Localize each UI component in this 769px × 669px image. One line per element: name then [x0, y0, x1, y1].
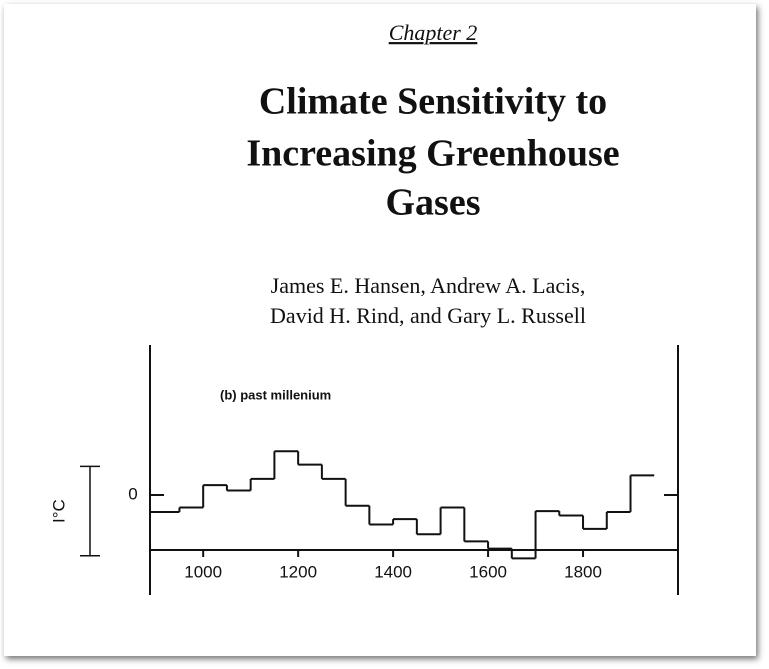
x-tick-label: 1600: [469, 562, 507, 581]
x-tick-label: 1200: [279, 562, 317, 581]
author-line: James E. Hansen, Andrew A. Lacis,: [271, 273, 586, 298]
x-tick-label: 1800: [564, 562, 602, 581]
y-tick-label: 0: [128, 484, 137, 503]
title-line: Climate Sensitivity to: [259, 81, 607, 123]
page: [4, 4, 756, 656]
x-tick-label: 1000: [184, 562, 222, 581]
author-line: David H. Rind, and Gary L. Russell: [270, 303, 586, 328]
x-tick-label: 1400: [374, 562, 412, 581]
title-line: Increasing Greenhouse: [246, 133, 619, 175]
chapter-label: Chapter 2: [389, 20, 478, 45]
title-line: Gases: [386, 182, 481, 224]
chart-annotation: (b) past millenium: [220, 387, 331, 402]
scale-label: I°C: [49, 499, 68, 523]
